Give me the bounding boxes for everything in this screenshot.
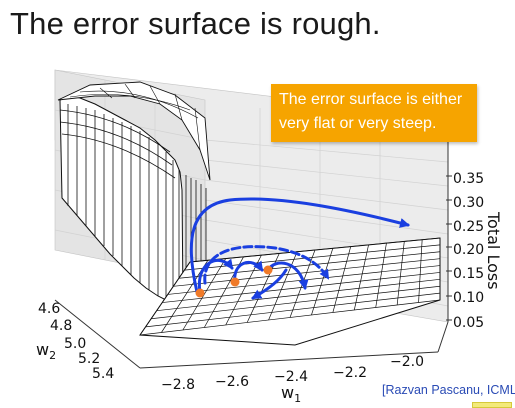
mesh-line: [353, 244, 369, 311]
mesh-line: [156, 278, 441, 312]
optimization-points: [195, 265, 273, 298]
z-axis-tickmarks: [446, 175, 452, 321]
steep-cliff: [57, 81, 211, 303]
callout-box: The error surface is either very flat or…: [271, 84, 477, 142]
callout-line-1: The error surface is either: [279, 91, 463, 108]
mesh-line: [375, 243, 387, 308]
w2-tick-label: 5.2: [78, 351, 100, 367]
z-tick-label: 0.15: [453, 266, 484, 282]
w1-tick-label: −2.2: [333, 365, 367, 381]
callout-line-2: very flat or very steep.: [279, 115, 437, 132]
citation-link[interactable]: [Razvan Pascanu, ICML: [382, 383, 515, 397]
mesh-line: [268, 251, 298, 321]
w1-tick-label: −2.6: [215, 374, 249, 390]
small-hop-arrow-1: [197, 258, 234, 294]
point-marker: [230, 277, 240, 287]
w2-tick-label: 5.4: [92, 366, 114, 382]
mesh-line: [145, 292, 441, 328]
z-tick-label: 0.20: [453, 242, 484, 258]
mesh-line: [178, 251, 441, 279]
small-hop-arrow-4: [251, 268, 288, 300]
w1-axis-label: w1: [281, 383, 301, 405]
point-marker: [195, 288, 205, 298]
mesh-line: [311, 248, 334, 316]
mesh-line: [396, 241, 405, 306]
z-tick-label: 0.30: [453, 195, 484, 211]
box-edges: [54, 120, 449, 369]
z-axis-ticks: 0.35 0.30 0.25 0.20 0.15 0.10 0.05: [453, 171, 484, 331]
z-tick-label: 0.10: [453, 290, 484, 306]
z-tick-label: 0.25: [453, 219, 484, 235]
mesh-line: [189, 237, 441, 263]
z-tick-label: 0.35: [453, 171, 484, 187]
w2-axis-ticks: 4.6 4.8 5.0 5.2 5.4: [38, 301, 114, 382]
trajectory-arrows: [189, 197, 410, 300]
w1-tick-label: −2.0: [390, 354, 424, 370]
mesh-line: [151, 285, 441, 320]
flat-surface-mesh: [139, 237, 441, 346]
slide-title: The error surface is rough.: [10, 6, 381, 41]
citation-tab: [472, 402, 512, 408]
w1-tick-label: −2.8: [161, 377, 195, 393]
mesh-line: [139, 261, 191, 336]
w2-tick-label: 4.6: [38, 301, 60, 317]
mesh-line: [332, 246, 352, 313]
w2-tick-label: 5.0: [64, 336, 86, 352]
mesh-line: [418, 239, 423, 303]
w2-axis-label: w2: [36, 340, 56, 362]
w2-tick-label: 4.8: [50, 318, 72, 334]
long-jump-arrow: [189, 197, 410, 294]
w1-axis-ticks: −2.8 −2.6 −2.4 −2.2 −2.0: [161, 354, 424, 393]
mesh-line: [139, 299, 441, 336]
z-tick-label: 0.05: [453, 315, 484, 331]
point-marker: [263, 265, 273, 275]
mesh-line: [173, 258, 441, 287]
w1-tick-label: −2.4: [274, 369, 308, 385]
z-axis-label: Total Loss: [484, 211, 503, 290]
